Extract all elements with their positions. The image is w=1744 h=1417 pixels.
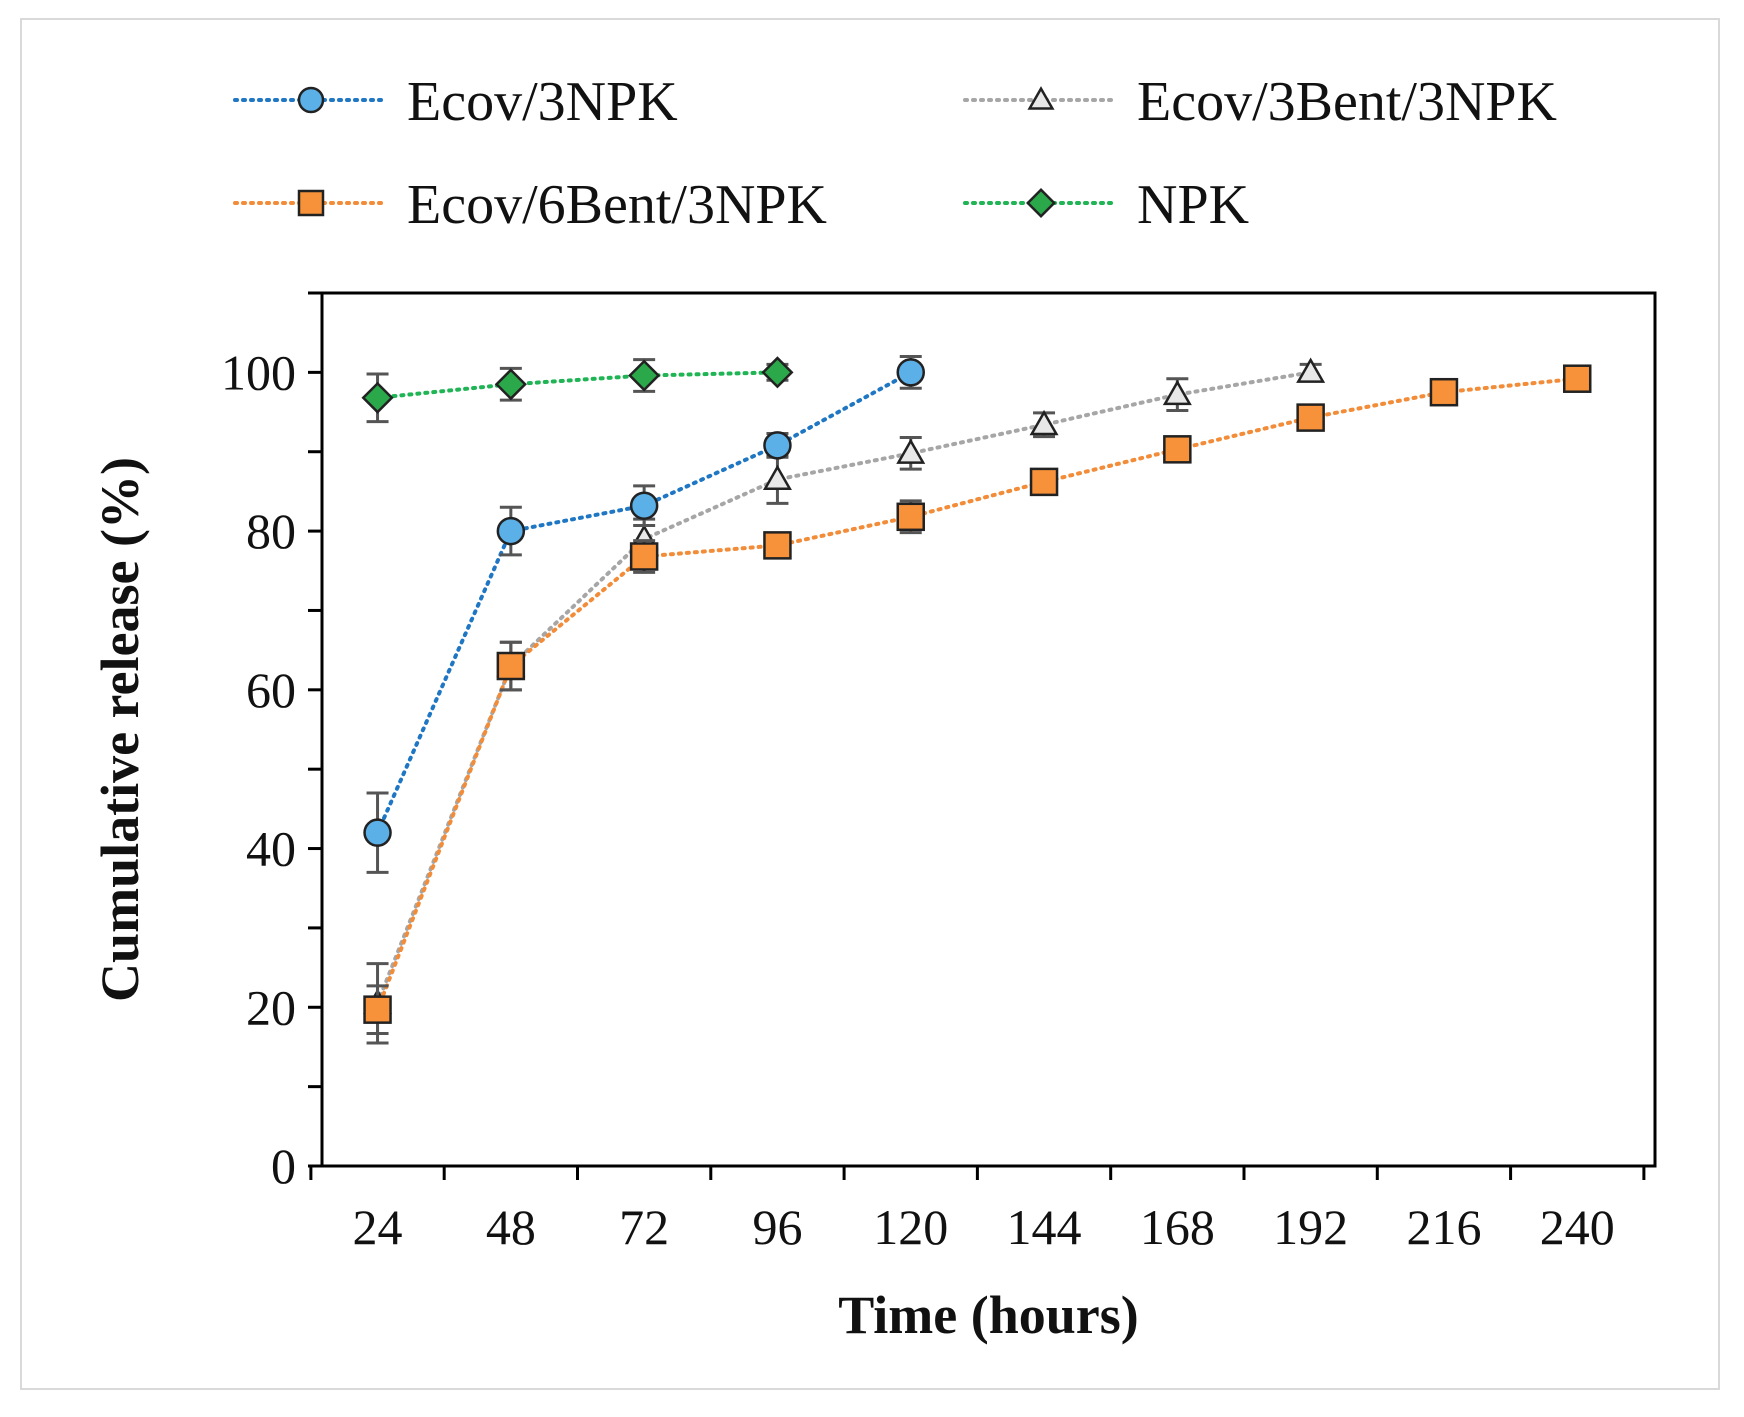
x-tick-label: 48 bbox=[486, 1199, 536, 1255]
data-point bbox=[763, 431, 792, 460]
data-point bbox=[763, 531, 792, 560]
x-tick-label: 120 bbox=[873, 1199, 948, 1255]
legend-marker bbox=[297, 189, 325, 217]
data-point bbox=[1429, 377, 1459, 407]
x-axis: 24 48 72 96 120 144 168 192 216 240 bbox=[309, 1166, 1646, 1255]
x-tick-label: 240 bbox=[1540, 1199, 1615, 1255]
data-point bbox=[896, 502, 925, 532]
data-point bbox=[1029, 467, 1059, 497]
legend-label: Ecov/3NPK bbox=[407, 71, 678, 133]
series-line bbox=[375, 376, 1580, 1012]
legend-label: Ecov/6Bent/3NPK bbox=[407, 174, 827, 236]
data-point bbox=[496, 651, 526, 681]
data-point bbox=[628, 359, 661, 392]
y-tick-label: 20 bbox=[246, 979, 296, 1035]
y-tick-label: 40 bbox=[246, 821, 296, 877]
y-axis: 0 20 40 60 80 100 bbox=[221, 291, 322, 1194]
series-layer bbox=[361, 354, 1592, 1045]
x-axis-title: Time (hours) bbox=[838, 1285, 1139, 1345]
data-point bbox=[1029, 409, 1059, 436]
y-axis-title: Cumulative release (%) bbox=[90, 457, 150, 1002]
x-tick-label: 144 bbox=[1007, 1199, 1082, 1255]
series-ecov-3npk bbox=[363, 354, 925, 874]
x-tick-label: 96 bbox=[752, 1199, 802, 1255]
data-point bbox=[762, 464, 792, 491]
legend-entry: Ecov/3NPK bbox=[233, 71, 678, 133]
data-point bbox=[1562, 364, 1592, 393]
legend-marker bbox=[1026, 188, 1056, 218]
series-npk bbox=[361, 356, 794, 424]
y-tick-label: 0 bbox=[271, 1138, 296, 1194]
data-point bbox=[363, 995, 392, 1024]
data-point bbox=[1296, 357, 1326, 383]
y-tick-label: 100 bbox=[221, 344, 296, 400]
legend-label: Ecov/3Bent/3NPK bbox=[1137, 71, 1557, 133]
series-ecov-6bent-3npk bbox=[363, 364, 1592, 1035]
legend-marker bbox=[297, 86, 325, 114]
data-point bbox=[1296, 403, 1325, 432]
data-point bbox=[629, 491, 659, 520]
data-point bbox=[1163, 435, 1192, 464]
series-line bbox=[375, 370, 913, 835]
legend-marker bbox=[1027, 86, 1055, 110]
plot-frame bbox=[320, 291, 1657, 1168]
data-point bbox=[494, 368, 527, 401]
legend-entry: Ecov/3Bent/3NPK bbox=[963, 71, 1557, 133]
x-tick-label: 72 bbox=[619, 1199, 669, 1255]
legend-entry: Ecov/6Bent/3NPK bbox=[233, 174, 827, 236]
x-tick-label: 168 bbox=[1140, 1199, 1215, 1255]
data-point bbox=[363, 818, 392, 847]
y-tick-label: 60 bbox=[246, 662, 296, 718]
data-point bbox=[761, 356, 794, 389]
series-line bbox=[375, 370, 1313, 1006]
data-point bbox=[1162, 379, 1192, 406]
x-tick-label: 216 bbox=[1406, 1199, 1481, 1255]
data-point bbox=[361, 381, 394, 414]
legend: Ecov/3NPK Ecov/3Bent/3NPK Ecov/6Bent/3NPK N… bbox=[233, 71, 1557, 236]
y-tick-label: 80 bbox=[246, 503, 296, 559]
x-tick-label: 24 bbox=[353, 1199, 403, 1255]
series-line bbox=[375, 370, 780, 400]
data-point bbox=[496, 516, 526, 546]
legend-label: NPK bbox=[1137, 174, 1249, 236]
data-point bbox=[629, 542, 659, 571]
data-point bbox=[896, 358, 925, 387]
plot-area: 0 20 40 60 80 100 24 48 72 96 120 144 168 192 216 240 bbox=[221, 291, 1657, 1255]
figure-frame bbox=[20, 18, 1720, 1390]
data-point bbox=[896, 438, 926, 464]
x-tick-label: 192 bbox=[1273, 1199, 1348, 1255]
legend-entry: NPK bbox=[963, 174, 1249, 236]
